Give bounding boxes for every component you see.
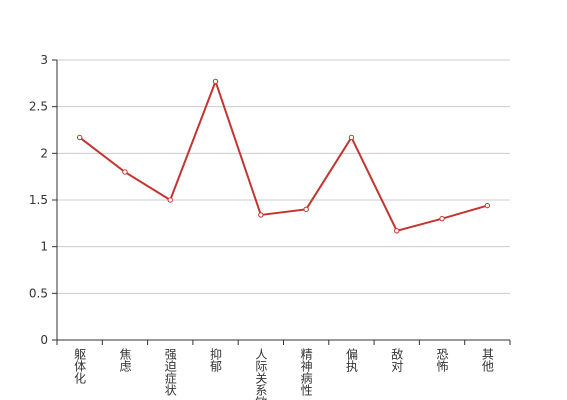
point — [439, 215, 445, 222]
y-tick-label: 0 — [40, 333, 48, 347]
point — [212, 78, 219, 85]
x-tick-label: 抑郁 — [209, 347, 223, 373]
y-tick-label: 2.5 — [29, 100, 48, 114]
x-tick-label: 强迫症状 — [163, 348, 177, 396]
y-tick-label: 2 — [40, 146, 48, 160]
point — [122, 169, 128, 175]
y-tick-label: 1 — [40, 240, 48, 254]
point — [394, 228, 400, 234]
x-tick-label: 精神病性 — [299, 348, 313, 397]
y-tick-label: 3 — [40, 53, 48, 67]
x-tick-label: 恐怖 — [435, 348, 449, 372]
point — [258, 212, 264, 218]
point — [76, 134, 83, 141]
x-tick-label: 偏执 — [344, 347, 358, 373]
y-tick-label: 1.5 — [29, 193, 48, 207]
line — [79, 78, 488, 232]
y-tick-label: 0.5 — [29, 286, 48, 300]
x-tick-label: 敌对 — [390, 347, 404, 372]
point — [348, 134, 355, 141]
x-tick-label: 人际关系敏感 — [254, 348, 268, 400]
point — [484, 202, 491, 209]
x-tick-label: 焦虑 — [118, 348, 132, 372]
x-tick-label: 其他 — [480, 348, 494, 372]
x-tick-label: 躯体化 — [73, 347, 87, 385]
point — [303, 206, 309, 213]
point — [167, 197, 173, 203]
